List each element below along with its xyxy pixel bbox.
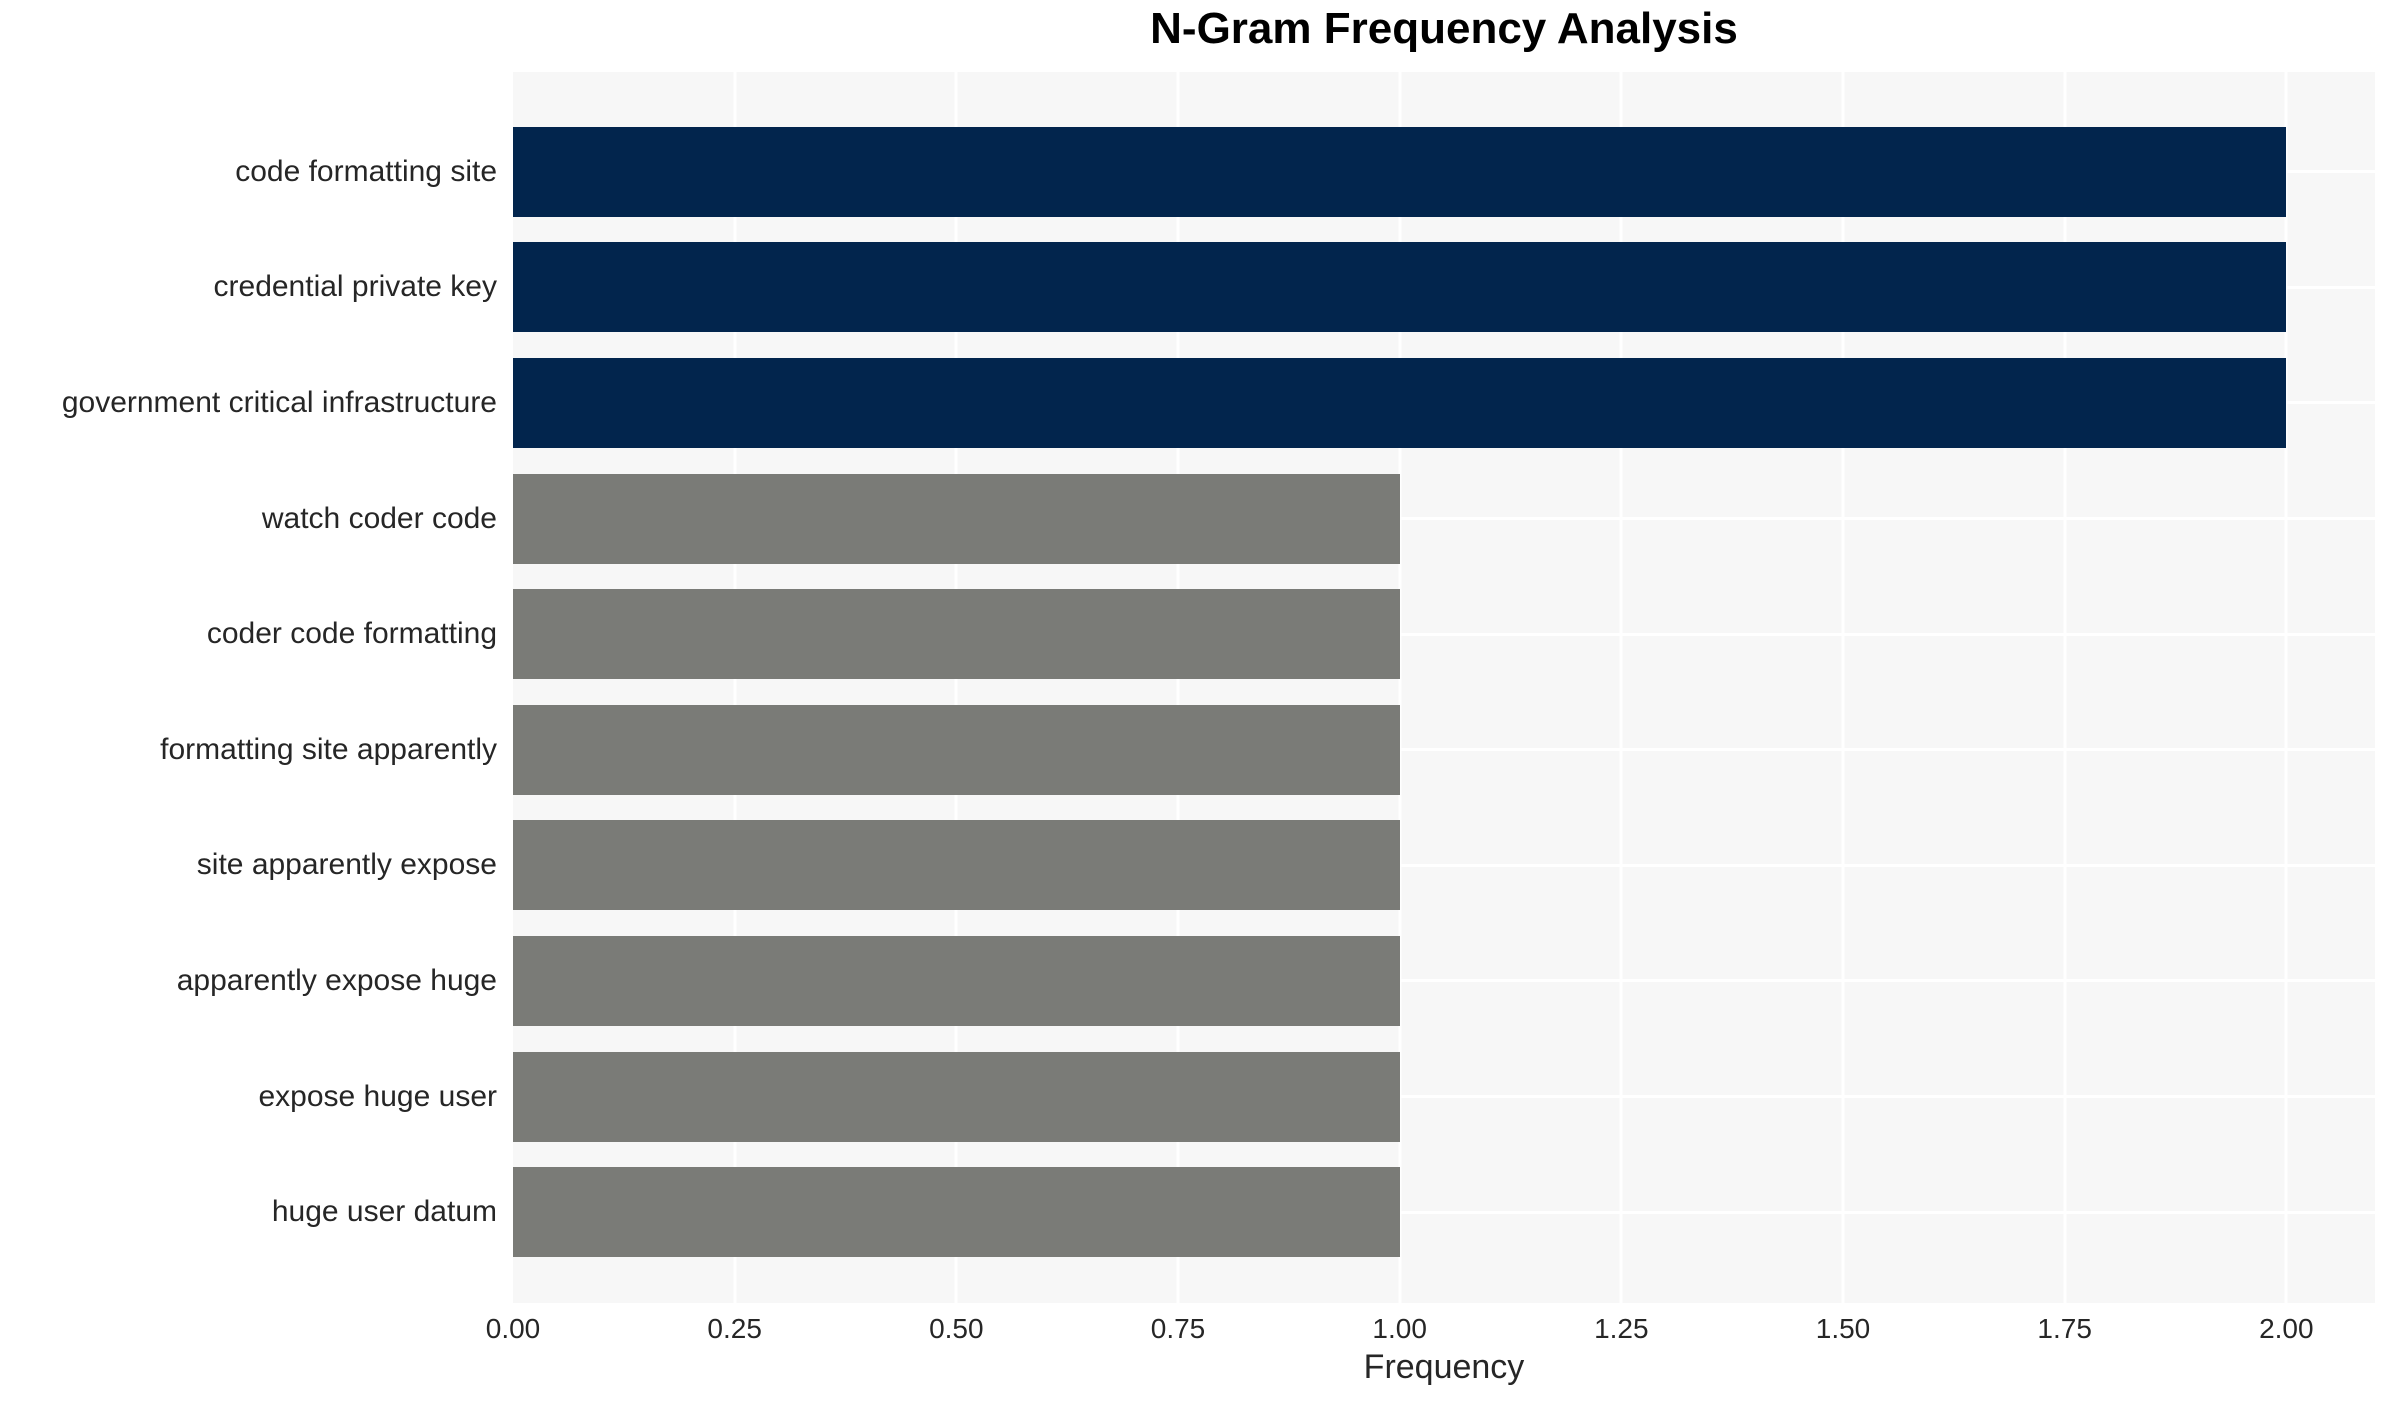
x-tick-label-1.00: 1.00	[1372, 1313, 1427, 1344]
category-label-row: code formatting site	[0, 114, 497, 230]
bar-row	[513, 461, 2375, 577]
category-label-row: apparently expose huge	[0, 923, 497, 1039]
category-label-row: expose huge user	[0, 1039, 497, 1155]
gridline-y	[513, 748, 2375, 752]
bar-row	[513, 923, 2375, 1039]
gridline-x-1.25	[1619, 72, 1623, 1303]
gridline-x-1.00	[1398, 72, 1402, 1303]
gridline-y	[513, 1095, 2375, 1099]
bar-huge-user-datum	[513, 1167, 1400, 1258]
category-label-row: credential private key	[0, 230, 497, 346]
chart-title: N-Gram Frequency Analysis	[1150, 4, 1738, 53]
category-label-row: huge user datum	[0, 1154, 497, 1270]
x-axis-title: Frequency	[1363, 1348, 1525, 1386]
category-label-row: formatting site apparently	[0, 692, 497, 808]
gridline-x-2.00	[2284, 72, 2288, 1303]
gridline-x-1.75	[2063, 72, 2067, 1303]
bar-formatting-site-apparently	[513, 704, 1400, 795]
category-labels-column: code formatting site credential private k…	[0, 72, 497, 1303]
bar-credential-private-key	[513, 242, 2287, 333]
x-tick-label-0.50: 0.50	[929, 1313, 984, 1344]
bar-apparently-expose-huge	[513, 935, 1400, 1026]
gridline-y	[513, 1210, 2375, 1214]
x-tick-label-1.25: 1.25	[1594, 1313, 1649, 1344]
category-label: expose huge user	[258, 1079, 497, 1113]
x-tick-label-2.00: 2.00	[2259, 1313, 2314, 1344]
bar-row	[513, 1039, 2375, 1155]
gridline-y	[513, 863, 2375, 867]
category-label: code formatting site	[235, 154, 497, 188]
gridline-x-0.25	[733, 72, 737, 1303]
gridline-x-1.50	[1841, 72, 1845, 1303]
category-label: formatting site apparently	[160, 732, 497, 766]
category-label: huge user datum	[271, 1195, 497, 1229]
bar-government-critical-infrastructure	[513, 357, 2287, 448]
category-label: apparently expose huge	[176, 963, 497, 997]
category-label-row: watch coder code	[0, 461, 497, 577]
bar-row	[513, 576, 2375, 692]
bar-row	[513, 1154, 2375, 1270]
bar-code-formatting-site	[513, 126, 2287, 217]
bar-watch-coder-code	[513, 473, 1400, 564]
x-axis-tick-labels: 0.00 0.25 0.50 0.75 1.00 1.25 1.50 1.75 2.00	[486, 1313, 2375, 1349]
gridline-x-0.75	[1176, 72, 1180, 1303]
category-label: site apparently expose	[196, 848, 497, 882]
bar-row	[513, 345, 2375, 461]
x-tick-label-1.75: 1.75	[2037, 1313, 2092, 1344]
bar-site-apparently-expose	[513, 820, 1400, 911]
x-tick-label-1.50: 1.50	[1815, 1313, 1871, 1344]
category-label-row: site apparently expose	[0, 808, 497, 924]
x-tick-label-0.75: 0.75	[1150, 1313, 1206, 1344]
bar-expose-huge-user	[513, 1051, 1400, 1142]
bar-row	[513, 692, 2375, 808]
category-label: credential private key	[213, 270, 497, 304]
category-label: watch coder code	[261, 501, 497, 535]
bars-container	[513, 72, 2375, 1303]
category-label: government critical infrastructure	[61, 385, 497, 419]
gridline-y	[513, 632, 2375, 636]
x-tick-label-0.00: 0.00	[485, 1313, 541, 1344]
x-tick-label-0.25: 0.25	[707, 1313, 762, 1344]
bar-row	[513, 114, 2375, 230]
category-label-row: coder code formatting	[0, 576, 497, 692]
bar-row	[513, 230, 2375, 346]
bar-row	[513, 808, 2375, 924]
gridline-y	[513, 517, 2375, 521]
category-label-row: government critical infrastructure	[0, 345, 497, 461]
gridline-x-0.50	[954, 72, 958, 1303]
gridline-y	[513, 979, 2375, 983]
plot-area	[513, 72, 2375, 1303]
category-label: coder code formatting	[206, 617, 497, 651]
bar-coder-code-formatting	[513, 589, 1400, 680]
